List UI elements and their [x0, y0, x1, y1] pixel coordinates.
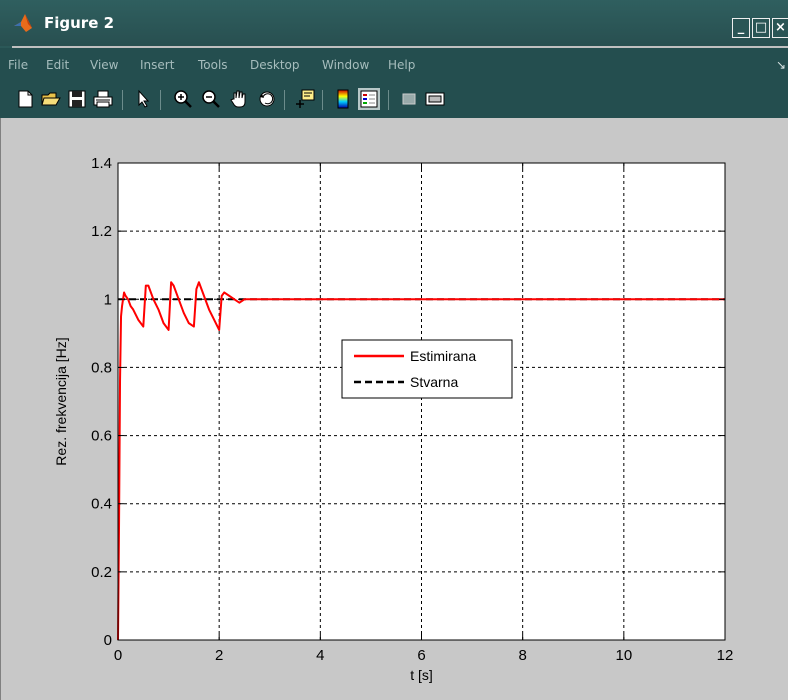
x-tick-label: 12 [717, 647, 734, 664]
close-button[interactable]: × [772, 18, 788, 38]
legend-label-estimirana: Estimirana [410, 348, 476, 364]
axes-box[interactable] [118, 163, 725, 640]
toolbar-separator [122, 90, 123, 110]
x-tick-label: 8 [518, 647, 526, 664]
y-tick-label: 0.8 [91, 359, 112, 376]
menu-bar: File Edit View Insert Tools Desktop Wind… [0, 48, 788, 82]
select-arrow-icon[interactable] [132, 88, 154, 110]
menu-file[interactable]: File [8, 58, 29, 72]
pan-hand-icon[interactable] [228, 88, 250, 110]
y-axis-label: Rez. frekvencija [Hz] [53, 337, 69, 465]
window-title: Figure 2 [44, 14, 115, 32]
figure-toolbar [0, 82, 788, 119]
zoom-in-icon[interactable] [172, 88, 194, 110]
rotate-3d-icon[interactable] [256, 88, 278, 110]
x-tick-label: 2 [215, 647, 223, 664]
minimize-button[interactable]: _ [732, 18, 750, 38]
menu-desktop[interactable]: Desktop [250, 58, 300, 72]
print-icon[interactable] [92, 88, 114, 110]
figure-canvas: 0 2 4 6 8 10 12 0 0.2 0.4 0.6 0.8 1 1.2 1.4 t [s] Rez.… [0, 118, 788, 700]
y-tick-label: 0 [104, 632, 112, 649]
menu-window[interactable]: Window [322, 58, 370, 72]
menu-edit[interactable]: Edit [46, 58, 70, 72]
toolbar-separator [322, 90, 323, 110]
insert-legend-icon[interactable] [358, 88, 380, 110]
hide-plot-tools-icon[interactable] [398, 88, 420, 110]
legend[interactable]: Estimirana Stvarna [341, 339, 513, 399]
save-icon[interactable] [66, 88, 88, 110]
toolbar-separator [388, 90, 389, 110]
y-tick-label: 0.4 [91, 496, 112, 513]
y-tick-label: 0.2 [91, 564, 112, 581]
menu-insert[interactable]: Insert [140, 58, 175, 72]
data-cursor-icon[interactable] [294, 88, 316, 110]
x-tick-label: 6 [417, 647, 425, 664]
x-tick-label: 10 [615, 647, 632, 664]
maximize-button[interactable]: □ [752, 18, 770, 38]
menu-help[interactable]: Help [388, 58, 416, 72]
menu-view[interactable]: View [90, 58, 119, 72]
matlab-logo-icon [14, 14, 32, 32]
legend-box [341, 339, 513, 399]
insert-colorbar-icon[interactable] [332, 88, 354, 110]
menu-dock-arrow-icon[interactable]: ↘ [776, 58, 787, 72]
y-tick-label: 1.4 [91, 155, 112, 172]
new-figure-icon[interactable] [14, 88, 36, 110]
menu-tools[interactable]: Tools [198, 58, 228, 72]
series-layer [117, 281, 725, 641]
plot-svg: 0 2 4 6 8 10 12 0 0.2 0.4 0.6 0.8 1 1.2 1.4 t [s] Rez.… [53, 155, 733, 683]
y-tick-label: 1 [104, 291, 112, 308]
series-line-estimirana [117, 281, 725, 641]
tick-layer: 0 2 4 6 8 10 12 0 0.2 0.4 0.6 0.8 1 1.2 1.4 [91, 155, 733, 664]
open-file-icon[interactable] [40, 88, 62, 110]
toolbar-separator [284, 90, 285, 110]
show-plot-tools-icon[interactable] [424, 88, 446, 110]
legend-label-stvarna: Stvarna [410, 374, 458, 390]
x-tick-label: 4 [316, 647, 324, 664]
y-tick-label: 0.6 [91, 428, 112, 445]
title-bar[interactable]: Figure 2 _ □ × [0, 0, 788, 46]
zoom-out-icon[interactable] [200, 88, 222, 110]
y-tick-label: 1.2 [91, 223, 112, 240]
x-axis-label: t [s] [410, 667, 433, 683]
x-tick-label: 0 [114, 647, 122, 664]
toolbar-separator [160, 90, 161, 110]
